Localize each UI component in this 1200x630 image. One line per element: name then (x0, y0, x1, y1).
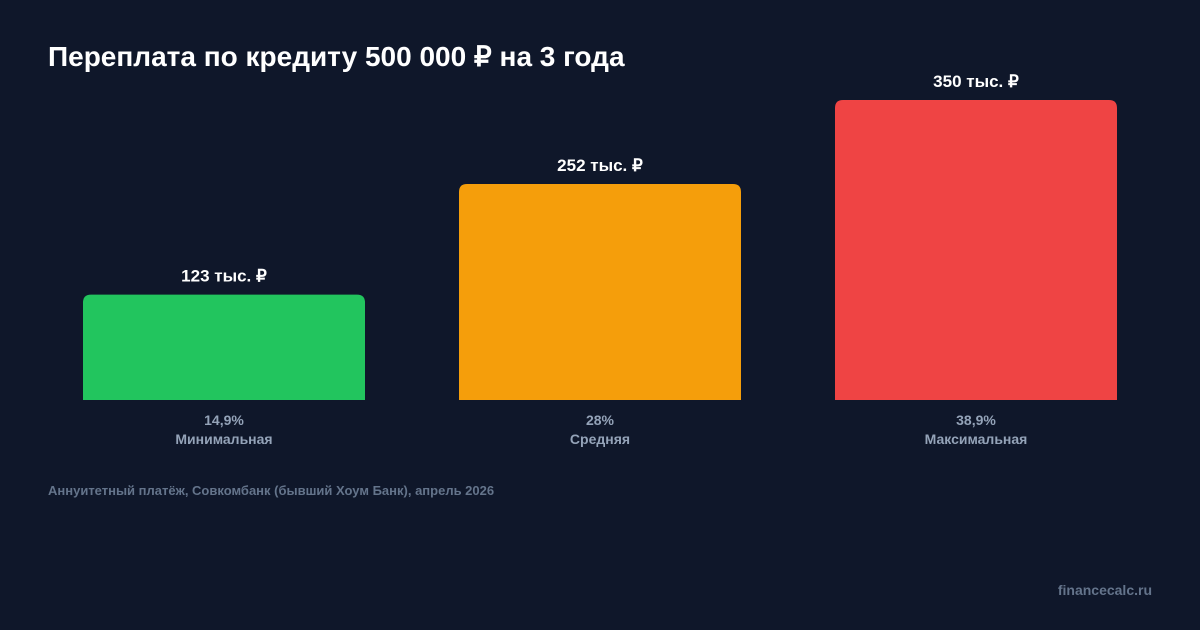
bar (83, 294, 365, 400)
rate-label: 28% (586, 412, 615, 428)
bar (459, 184, 741, 400)
footnote: Аннуитетный платёж, Совкомбанк (бывший Х… (48, 483, 495, 498)
bar (835, 100, 1117, 400)
category-label: Максимальная (925, 431, 1028, 447)
brand-watermark: financecalc.ru (1057, 582, 1152, 598)
value-label: 350 тыс. ₽ (933, 72, 1019, 91)
rate-label: 14,9% (204, 412, 244, 428)
chart-title: Переплата по кредиту 500 000 ₽ на 3 года (48, 41, 625, 72)
rate-label: 38,9% (956, 412, 996, 428)
value-label: 123 тыс. ₽ (181, 267, 267, 286)
value-label: 252 тыс. ₽ (557, 156, 643, 175)
category-label: Минимальная (175, 431, 272, 447)
category-label: Средняя (570, 431, 630, 447)
